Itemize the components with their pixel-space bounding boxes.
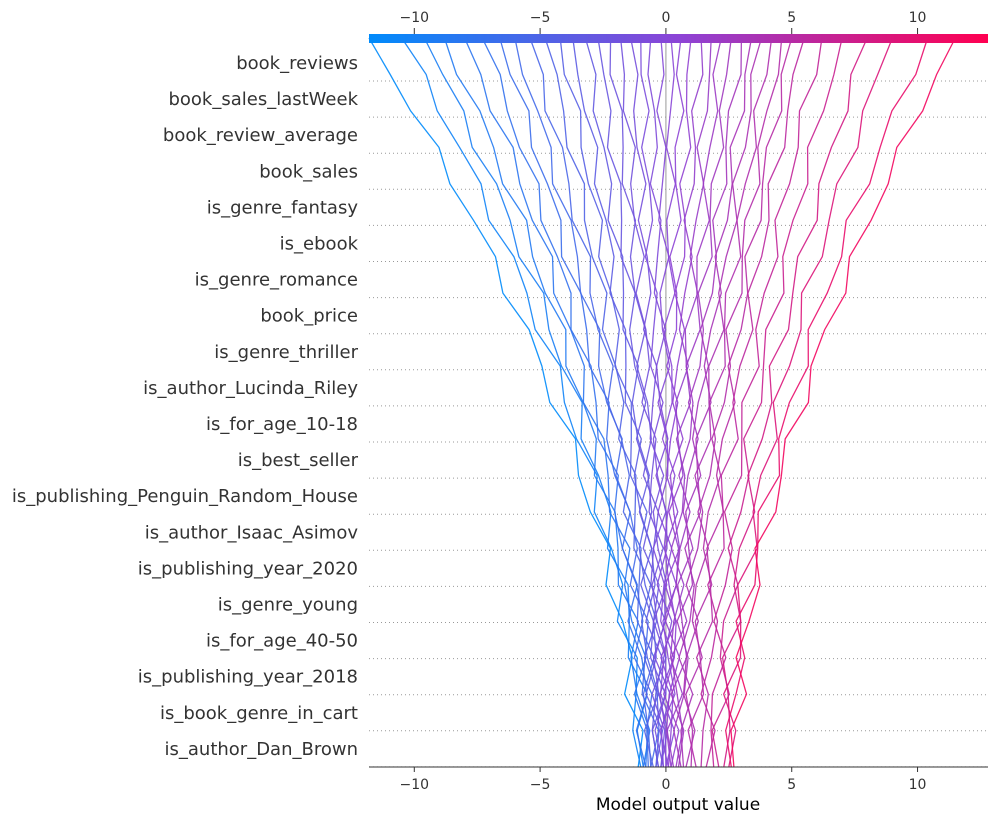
decision-line xyxy=(584,37,663,768)
feature-label: book_reviews xyxy=(236,53,358,74)
feature-label: is_publishing_year_2018 xyxy=(138,667,358,688)
decision-line xyxy=(464,37,649,768)
feature-label: is_author_Isaac_Asimov xyxy=(145,522,359,543)
decision-line xyxy=(687,37,783,768)
x-tick-label: 10 xyxy=(909,777,927,793)
decision-line xyxy=(499,37,653,768)
x-tick-label: −5 xyxy=(530,777,551,793)
x-tick-label-top: −5 xyxy=(530,10,551,26)
decision-line xyxy=(730,37,956,768)
decision-line xyxy=(630,37,668,768)
feature-label: book_sales xyxy=(259,161,358,182)
feature-label: is_best_seller xyxy=(238,450,359,471)
x-tick-label: 0 xyxy=(661,777,670,793)
feature-label: is_genre_young xyxy=(218,595,358,616)
feature-label: book_sales_lastWeek xyxy=(168,89,358,110)
decision-line xyxy=(656,37,675,768)
decision-line xyxy=(544,37,660,768)
x-tick-label-top: 0 xyxy=(661,10,670,26)
decision-line xyxy=(559,37,660,768)
decision-line xyxy=(597,37,667,768)
decision-line xyxy=(673,37,743,768)
decision-line xyxy=(660,37,685,768)
feature-label: is_publishing_year_2020 xyxy=(138,558,358,579)
decision-line xyxy=(700,37,805,768)
feature-label: is_for_age_40-50 xyxy=(206,631,358,652)
decision-line xyxy=(401,37,642,768)
feature-label: is_book_genre_in_cart xyxy=(160,703,358,724)
x-tick-label-top: 10 xyxy=(909,10,927,26)
feature-label: is_author_Dan_Brown xyxy=(165,739,359,760)
feature-label: is_genre_fantasy xyxy=(207,197,359,218)
feature-label: book_price xyxy=(260,306,358,327)
x-axis-title: Model output value xyxy=(596,795,760,815)
x-tick-label: −10 xyxy=(400,777,430,793)
decision-lines xyxy=(368,37,956,768)
x-tick-label: 5 xyxy=(787,777,796,793)
decision-line xyxy=(423,37,648,768)
decision-line xyxy=(443,37,651,768)
decision-line xyxy=(609,37,669,768)
decision-line xyxy=(678,37,753,768)
decision-line xyxy=(572,37,664,768)
feature-label: is_publishing_Penguin_Random_House xyxy=(12,486,358,507)
colorbar xyxy=(369,34,988,43)
decision-line xyxy=(711,37,843,768)
x-tick-label-top: −10 xyxy=(400,10,430,26)
x-tick-label-top: 5 xyxy=(787,10,796,26)
decision-line xyxy=(664,37,704,768)
decision-line xyxy=(640,37,671,768)
decision-line xyxy=(368,37,644,768)
decision-line xyxy=(695,37,793,768)
feature-labels: book_reviews book_sales_lastWeek book_revi… xyxy=(12,53,359,760)
decision-line xyxy=(619,37,667,768)
decision-line xyxy=(670,37,722,768)
feature-label: is_genre_thriller xyxy=(214,342,358,363)
decision-line xyxy=(514,37,660,768)
feature-label: book_review_average xyxy=(163,125,358,146)
decision-line xyxy=(666,37,712,768)
feature-label: is_genre_romance xyxy=(195,270,358,291)
x-axis: −10 −10 −5 −5 0 0 5 5 10 10 xyxy=(369,10,988,793)
feature-label: is_ebook xyxy=(280,234,359,255)
decision-line xyxy=(725,37,929,768)
feature-label: is_for_age_10-18 xyxy=(206,414,358,435)
decision-line xyxy=(721,37,868,768)
feature-label: is_author_Lucinda_Riley xyxy=(143,378,358,399)
